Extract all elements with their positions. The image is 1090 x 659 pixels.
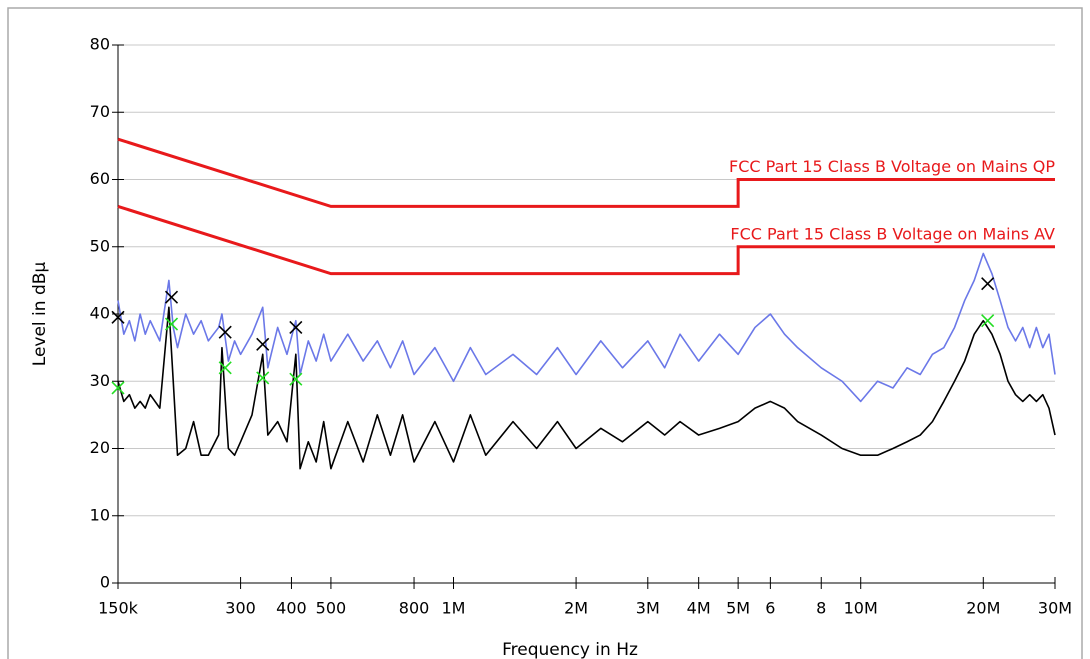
trace	[117, 252, 1056, 403]
x-tick-label: 150k	[98, 599, 139, 618]
trace	[117, 306, 1056, 470]
marker	[981, 277, 995, 291]
limit-line	[117, 137, 1055, 208]
limit-label: FCC Part 15 Class B Voltage on Mains QP	[729, 157, 1055, 176]
x-tick-label: 1M	[442, 599, 466, 618]
marker	[111, 381, 125, 395]
y-tick-label: 10	[90, 505, 110, 524]
y-tick-label: 70	[90, 102, 110, 121]
x-tick-label: 2M	[564, 599, 588, 618]
marker	[256, 371, 270, 385]
x-tick-label: 10M	[844, 599, 878, 618]
y-tick-label: 20	[90, 438, 110, 457]
marker	[111, 310, 125, 324]
frame	[7, 7, 1083, 659]
x-tick-label: 8	[816, 599, 826, 618]
marker	[256, 337, 270, 351]
marker	[218, 361, 232, 375]
x-tick-label: 400	[276, 599, 307, 618]
x-tick-label: 5M	[726, 599, 750, 618]
x-tick-label: 6	[765, 599, 775, 618]
y-tick-label: 60	[90, 169, 110, 188]
marker	[164, 317, 179, 331]
y-tick-label: 50	[90, 236, 110, 255]
x-tick-label: 300	[225, 599, 256, 618]
x-tick-label: 500	[316, 599, 347, 618]
y-tick-label: 30	[90, 371, 110, 390]
x-tick-label: 30M	[1038, 599, 1072, 618]
x-tick-label: 4M	[687, 599, 711, 618]
x-axis-label: Frequency in Hz	[502, 640, 638, 659]
marker	[164, 290, 179, 304]
marker	[218, 325, 232, 339]
x-tick-label: 800	[399, 599, 430, 618]
y-tick-label: 40	[90, 304, 110, 323]
marker	[981, 314, 995, 328]
limit-label: FCC Part 15 Class B Voltage on Mains AV	[730, 224, 1055, 243]
x-tick-label: 20M	[966, 599, 1000, 618]
y-tick-label: 80	[90, 35, 110, 54]
y-axis-label: Level in dBµ	[30, 262, 50, 367]
marker	[289, 372, 303, 386]
y-tick-label: 0	[100, 573, 110, 592]
x-tick-label: 3M	[636, 599, 660, 618]
marker	[289, 320, 303, 335]
limit-line	[117, 204, 1055, 276]
